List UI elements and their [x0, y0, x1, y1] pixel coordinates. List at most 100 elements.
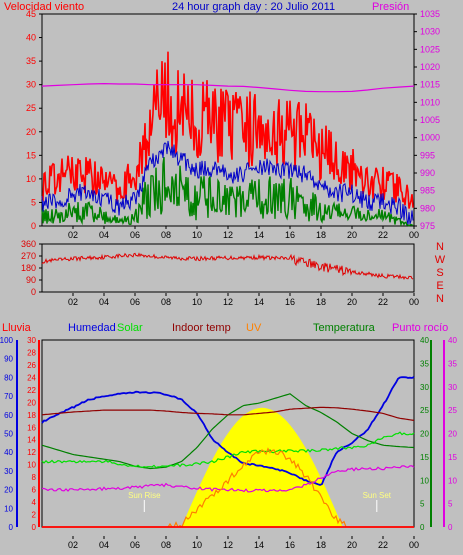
lluvia-tick-label: 20 [27, 398, 36, 407]
wind-x-tick-label: 12 [223, 230, 233, 240]
lluvia-tick-label: 10 [27, 461, 36, 470]
legend-humedad: Humedad [68, 322, 116, 334]
humedad-tick-label: 30 [4, 467, 13, 476]
direction-y-tick-label: 180 [21, 263, 36, 273]
wind-y-tick-label: 5 [31, 197, 36, 207]
wind-y-tick-label: 15 [26, 150, 36, 160]
climate-x-ticks: 02 04 06 08 10 12 14 16 18 20 22 00 [68, 536, 419, 550]
direction-x-tick-label: 10 [192, 297, 202, 307]
dewpoint-tick-label: 0 [448, 523, 453, 532]
pressure-y-tick-label: 1000 [420, 133, 440, 143]
wind-y-tick-label: 45 [26, 9, 36, 19]
humedad-tick-label: 100 [0, 336, 14, 345]
direction-x-tick-label: 22 [378, 297, 388, 307]
dewpoint-tick-label: 5 [448, 500, 453, 509]
lluvia-tick-label: 22 [27, 386, 36, 395]
legend-temperatura: Temperatura [313, 322, 376, 334]
climate-x-tick-label: 08 [161, 540, 171, 550]
min-wind-series-line [41, 156, 414, 227]
wind-x-tick-label: 04 [99, 230, 109, 240]
direction-x-tick-label: 14 [254, 297, 264, 307]
direction-x-tick-label: 08 [161, 297, 171, 307]
direction-x-tick-label: 06 [130, 297, 140, 307]
wind-x-tick-label: 22 [378, 230, 388, 240]
temperatura-tick-label: 35 [420, 359, 429, 368]
temperatura-tick-label: 20 [420, 430, 429, 439]
climate-x-tick-label: 18 [316, 540, 326, 550]
humedad-tick-label: 0 [9, 523, 14, 532]
wind-x-ticks: 02 04 06 08 10 12 14 16 18 20 22 00 [68, 226, 419, 240]
temperatura-tick-label: 5 [420, 500, 425, 509]
climate-x-tick-label: 16 [285, 540, 295, 550]
lluvia-tick-label: 14 [27, 436, 36, 445]
direction-x-tick-label: 20 [347, 297, 357, 307]
humedad-tick-label: 10 [4, 504, 13, 513]
compass-label: E [436, 280, 443, 292]
humedad-tick-label: 80 [4, 373, 13, 382]
lluvia-tick-label: 8 [32, 473, 37, 482]
lluvia-tick-label: 30 [27, 336, 36, 345]
pressure-y-tick-label: 1025 [420, 44, 440, 54]
sun-area [181, 407, 343, 527]
sun-rise-label: Sun Rise [128, 491, 161, 500]
dewpoint-series-line [42, 465, 415, 493]
pressure-y-tick-label: 1015 [420, 80, 440, 90]
legend-indoor: Indoor temp [172, 322, 231, 334]
wind-y-tick-label: 10 [26, 174, 36, 184]
wind-x-tick-label: 16 [285, 230, 295, 240]
direction-x-tick-label: 18 [316, 297, 326, 307]
wind-y-tick-label: 40 [26, 33, 36, 43]
lluvia-tick-label: 6 [32, 486, 37, 495]
legend-uv: UV [246, 322, 262, 334]
climate-x-tick-label: 10 [192, 540, 202, 550]
climate-x-tick-label: 04 [99, 540, 109, 550]
humedad-tick-label: 60 [4, 411, 13, 420]
chart-title: 24 hour graph day : 20 Julio 2011 [172, 1, 335, 13]
compass-label: W [435, 254, 446, 266]
pressure-series-line [41, 82, 415, 93]
temperatura-tick-label: 15 [420, 453, 429, 462]
pressure-y-tick-label: 1005 [420, 115, 440, 125]
gust-series-line [41, 51, 414, 209]
pressure-y-tick-label: 985 [420, 186, 435, 196]
wind-y-tick-label: 35 [26, 56, 36, 66]
direction-series-line [41, 252, 414, 280]
lluvia-tick-label: 2 [32, 511, 37, 520]
direction-x-ticks: 02 04 06 08 10 12 14 16 18 20 22 00 [68, 293, 419, 307]
humedad-tick-label: 90 [4, 355, 13, 364]
humedad-series-line [41, 376, 415, 486]
sun-annotations: Sun Rise Sun Set [128, 491, 392, 512]
wind-x-tick-label: 14 [254, 230, 264, 240]
lluvia-tick-label: 16 [27, 423, 36, 432]
pressure-y-tick-label: 990 [420, 168, 435, 178]
wind-x-tick-label: 20 [347, 230, 357, 240]
dewpoint-tick-label: 30 [448, 383, 457, 392]
direction-series [41, 252, 414, 280]
compass-label: N [436, 241, 444, 253]
direction-x-tick-label: 12 [223, 297, 233, 307]
humedad-tick-label: 70 [4, 392, 13, 401]
direction-x-tick-label: 02 [68, 297, 78, 307]
lluvia-tick-label: 0 [32, 523, 37, 532]
sun-fill-area [181, 407, 343, 527]
pressure-y-tick-label: 1020 [420, 62, 440, 72]
temperatura-tick-label: 0 [420, 523, 425, 532]
direction-panel-frame [41, 243, 415, 293]
direction-y-tick-label: 270 [21, 251, 36, 261]
direction-y-tick-label: 0 [31, 287, 36, 297]
temperatura-tick-label: 40 [420, 336, 429, 345]
avg-wind-series-line [41, 140, 414, 225]
wind-y-tick-label: 0 [31, 221, 36, 231]
climate-x-tick-label: 06 [130, 540, 140, 550]
dewpoint-tick-label: 40 [448, 336, 457, 345]
wind-y-ticks: 0 5 10 15 20 25 30 35 40 45 [26, 9, 42, 231]
legend-punto-rocio: Punto rocío [392, 322, 448, 334]
climate-x-tick-label: 00 [409, 540, 419, 550]
pressure-axis-label: Presión [372, 1, 409, 13]
legend-lluvia: Lluvia [2, 322, 32, 334]
climate-x-tick-label: 12 [223, 540, 233, 550]
wind-y-tick-label: 20 [26, 127, 36, 137]
